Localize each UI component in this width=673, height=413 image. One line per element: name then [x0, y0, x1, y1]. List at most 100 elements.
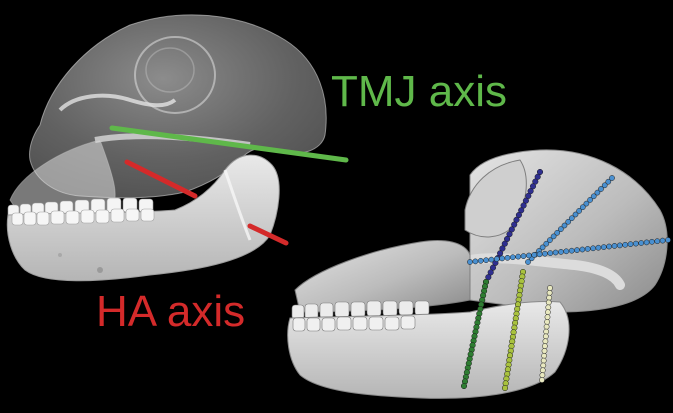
- chain-light-blue-a-marker: [576, 208, 582, 214]
- left-skull: [6, 14, 349, 282]
- chain-light-blue-b-marker: [579, 246, 586, 253]
- chain-pale-marker: [541, 352, 547, 359]
- chain-light-blue-b-marker: [558, 249, 564, 255]
- chain-pale-marker: [544, 319, 550, 325]
- chain-dark-blue-marker: [487, 269, 494, 276]
- marker-chains: [460, 168, 671, 392]
- chain-light-blue-b-marker: [659, 237, 666, 244]
- chain-pale-marker: [540, 357, 547, 364]
- chain-light-blue-b-marker: [563, 248, 570, 255]
- chain-dark-green-marker: [460, 382, 468, 390]
- chain-light-blue-b-marker: [606, 243, 612, 250]
- chain-light-blue-b-marker: [643, 239, 650, 246]
- chain-light-blue-b-marker: [611, 243, 618, 249]
- chain-light-blue-a-marker: [587, 197, 593, 203]
- chain-dark-blue-marker: [511, 221, 518, 228]
- chain-dark-blue-marker: [529, 183, 537, 190]
- chain-pale-marker: [542, 338, 549, 345]
- chain-light-blue-b-marker: [622, 241, 629, 248]
- chain-pale-marker: [539, 377, 545, 383]
- chain-pale-marker: [544, 314, 551, 320]
- chain-light-blue-a-marker: [572, 211, 579, 218]
- left-lower-teeth: [11, 208, 155, 226]
- chain-light-blue-a-marker: [561, 222, 568, 229]
- chain-dark-blue-marker: [497, 250, 504, 257]
- chain-light-blue-b-marker: [504, 254, 511, 261]
- ha-axis-label: HA axis: [96, 287, 245, 336]
- chain-light-blue-a-marker: [598, 186, 604, 192]
- chain-pale-marker: [541, 348, 548, 354]
- chain-light-blue-b-marker: [493, 256, 500, 262]
- chain-light-blue-b-marker: [649, 238, 655, 245]
- tmj-axis-line: [109, 125, 349, 163]
- right-upper-teeth: [291, 300, 430, 320]
- right-skull: [287, 149, 671, 399]
- chain-light-blue-b-marker: [654, 238, 661, 245]
- left-ramus: [223, 169, 252, 241]
- chain-pale-marker: [545, 299, 552, 306]
- right-lower-teeth: [292, 315, 416, 332]
- chain-pale-marker: [547, 285, 553, 291]
- chain-light-blue-b-marker: [595, 244, 602, 251]
- chain-light-blue-a-marker: [594, 189, 601, 196]
- chain-light-blue-b-marker: [616, 242, 623, 249]
- chain-light-blue-a-marker: [554, 229, 561, 236]
- chain-dark-blue-marker: [525, 192, 532, 199]
- chain-dark-blue-marker: [501, 240, 508, 247]
- chain-pale-marker: [539, 372, 546, 379]
- chain-light-blue-b-marker: [627, 241, 634, 248]
- chain-light-blue-b-marker: [526, 252, 532, 259]
- chain-light-blue-a-marker: [525, 259, 531, 265]
- chain-light-blue-b-marker: [536, 251, 543, 258]
- chain-light-blue-a-marker: [565, 218, 572, 225]
- chain-pale-marker: [545, 304, 552, 311]
- chain-light-blue-a-marker: [550, 233, 557, 240]
- chain-light-blue-b-marker: [488, 256, 495, 263]
- chain-light-blue-a-marker: [568, 215, 575, 222]
- chain-light-blue-b-marker: [515, 253, 522, 260]
- chain-light-blue-b-marker: [467, 259, 473, 265]
- chain-light-blue-a-marker: [590, 193, 597, 200]
- left-brow-ridge: [58, 93, 177, 112]
- chain-light-blue-b-marker: [483, 257, 489, 264]
- chain-light-blue-a-marker: [605, 178, 612, 185]
- left-orbit: [134, 36, 216, 114]
- chain-dark-blue-marker: [534, 173, 541, 180]
- chain-light-blue-b-marker: [509, 254, 516, 261]
- right-brow: [464, 159, 527, 238]
- chain-light-blue-b-marker: [638, 240, 645, 246]
- chain-pale-marker: [542, 343, 548, 349]
- chain-light-blue-b-marker: [477, 257, 484, 264]
- chain-pale-marker: [543, 328, 550, 335]
- right-maxilla: [294, 240, 471, 313]
- chain-yellow-green-marker: [501, 384, 509, 392]
- chain-light-blue-b-marker: [520, 253, 527, 259]
- chain-light-blue-b-marker: [600, 244, 607, 250]
- chain-light-blue-b-marker: [531, 252, 538, 258]
- chain-light-blue-b-marker: [499, 255, 505, 262]
- chain-light-blue-b-marker: [584, 246, 591, 252]
- chain-light-blue-a-marker: [539, 244, 546, 251]
- chain-light-blue-a-marker: [547, 237, 553, 243]
- chain-pale-marker: [539, 367, 546, 374]
- chain-light-blue-a-marker: [543, 240, 550, 247]
- chain-light-blue-a-marker: [601, 182, 608, 189]
- chain-dark-blue-marker: [506, 231, 513, 238]
- ha-axis-line-lower: [247, 223, 289, 246]
- chain-dark-blue-marker: [520, 202, 527, 209]
- chain-light-blue-a-marker: [558, 226, 564, 232]
- chain-light-blue-b-marker: [633, 240, 639, 247]
- chain-light-blue-b-marker: [547, 250, 554, 256]
- chain-pale-marker: [543, 323, 550, 330]
- ha-axis-line-upper: [124, 159, 198, 199]
- chain-pale-marker: [546, 294, 553, 301]
- chain-light-blue-b-marker: [574, 247, 580, 253]
- chain-light-blue-b-marker: [590, 245, 596, 252]
- chain-light-blue-b-marker: [472, 258, 479, 265]
- chain-light-blue-b-marker: [665, 237, 671, 243]
- chain-dark-blue-marker: [515, 211, 522, 219]
- chain-light-blue-b-marker: [542, 250, 548, 257]
- chain-light-blue-b-marker: [568, 247, 575, 254]
- chain-pale-marker: [542, 333, 549, 340]
